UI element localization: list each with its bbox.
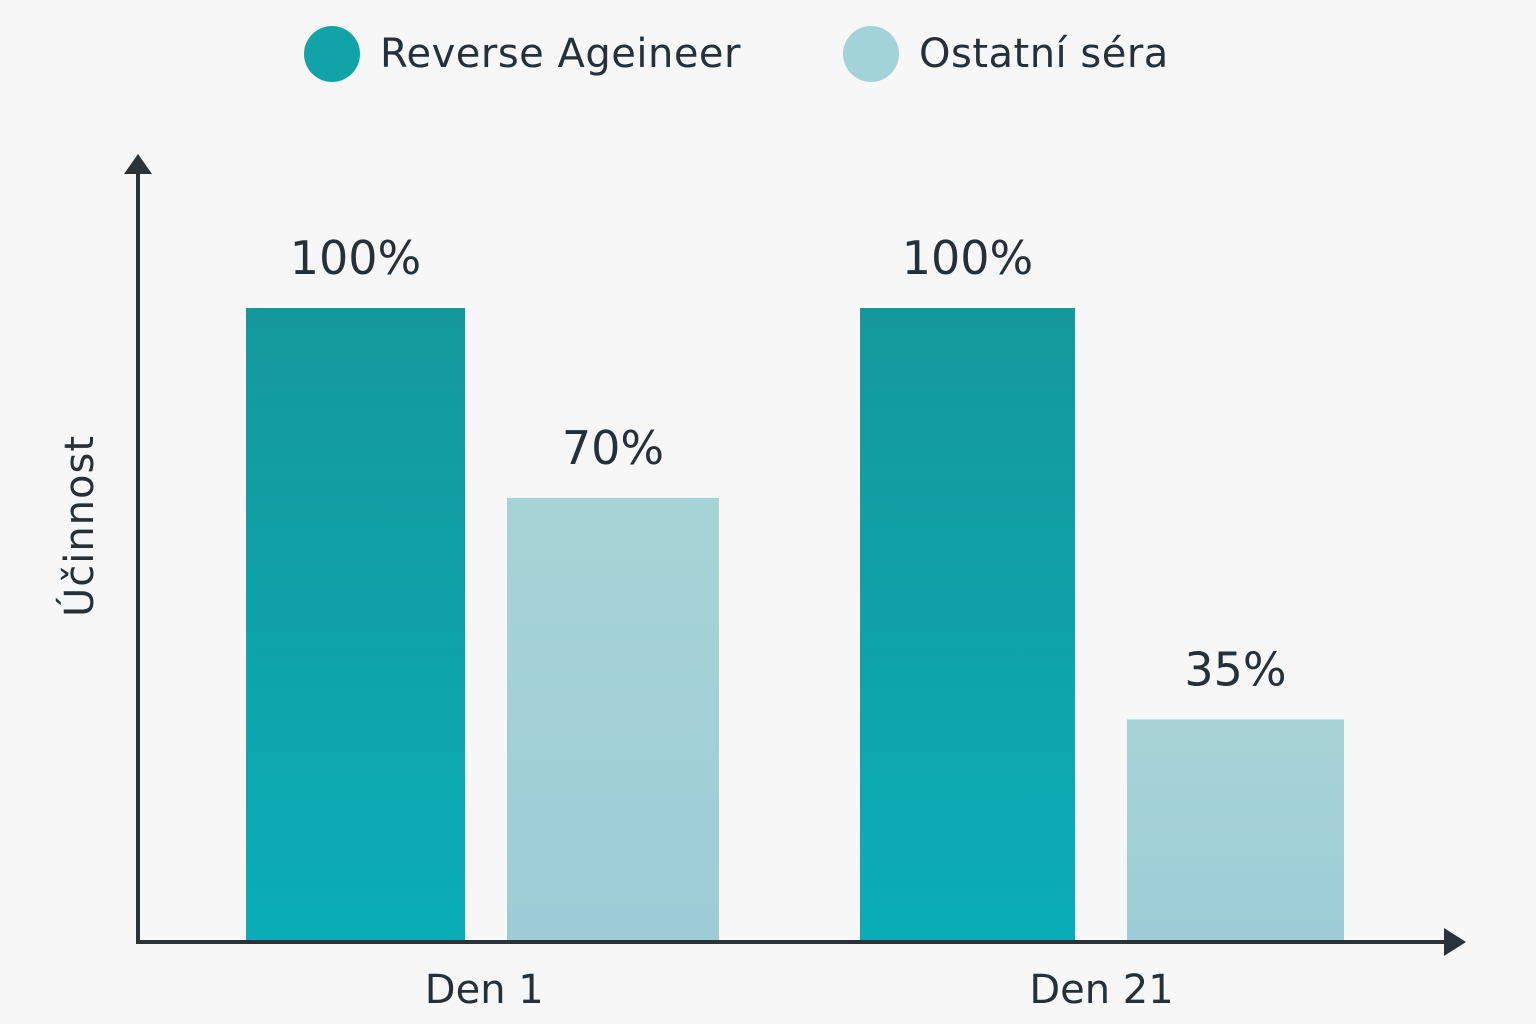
bar-reverse-ageineer-den-1	[246, 308, 465, 941]
legend-item-reverse-ageineer: Reverse Ageineer	[304, 26, 741, 82]
axes-layer	[124, 154, 1466, 956]
y-axis-arrow	[124, 154, 152, 174]
bar-ostatni-sera-den-1	[507, 497, 719, 941]
x-axis-arrow	[1444, 928, 1466, 956]
bars-layer	[246, 308, 1344, 941]
legend-item-ostatni-sera: Ostatní séra	[843, 26, 1169, 82]
bar-reverse-ageineer-den-21	[860, 308, 1075, 941]
x-tick-label-den-21: Den 21	[1029, 967, 1173, 1013]
legend: Reverse Ageineer Ostatní séra	[304, 26, 1271, 82]
data-label-reverse-ageineer-den-1: 100%	[290, 231, 422, 285]
data-label-reverse-ageineer-den-21: 100%	[902, 231, 1034, 285]
x-tick-label-den-1: Den 1	[425, 967, 544, 1013]
legend-label-reverse-ageineer: Reverse Ageineer	[380, 31, 741, 77]
legend-swatch-reverse-ageineer	[304, 26, 360, 82]
bar-ostatni-sera-den-21	[1127, 719, 1344, 941]
data-label-ostatni-sera-den-1: 70%	[562, 421, 664, 475]
legend-swatch-ostatni-sera	[843, 26, 899, 82]
labels-layer: 100% 70% Den 1 100% 35% Den 21	[290, 231, 1287, 1013]
legend-label-ostatni-sera: Ostatní séra	[919, 31, 1169, 77]
data-label-ostatni-sera-den-21: 35%	[1184, 642, 1286, 696]
